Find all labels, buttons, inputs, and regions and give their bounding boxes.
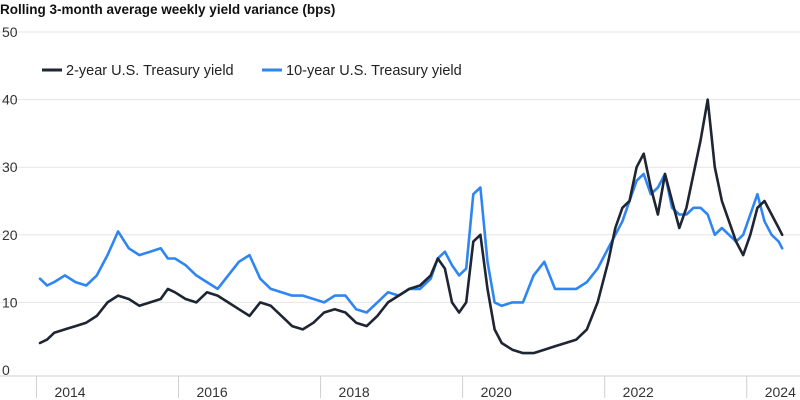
x-tick-label: 2020: [481, 384, 512, 400]
y-tick-label: 40: [2, 92, 18, 108]
legend-label: 10-year U.S. Treasury yield: [286, 63, 462, 79]
y-tick-label: 30: [2, 159, 18, 175]
legend-label: 2-year U.S. Treasury yield: [66, 63, 234, 79]
legend: 2-year U.S. Treasury yield 10-year U.S. T…: [42, 63, 462, 79]
chart-title: Rolling 3-month average weekly yield var…: [0, 2, 335, 17]
y-tick-label: 20: [2, 227, 18, 243]
x-tick-label: 2024: [765, 384, 796, 400]
x-tick-label: 2022: [623, 384, 654, 400]
gridlines: [0, 31, 800, 303]
y-axis-ticks: 0 10 20 30 40 50: [2, 24, 18, 378]
y-tick-label: 50: [2, 24, 18, 40]
y-tick-label: 10: [2, 294, 18, 310]
y-tick-label: 0: [2, 362, 10, 378]
series-lines: [38, 98, 784, 355]
x-axis-ticks: 2014 2016 2018 2020 2022 2024: [35, 376, 796, 400]
series-2-year-line: [38, 98, 784, 355]
x-tick-label: 2016: [197, 384, 228, 400]
series-10-year-line: [38, 172, 784, 314]
x-tick-label: 2018: [339, 384, 370, 400]
x-tick-label: 2014: [54, 384, 85, 400]
